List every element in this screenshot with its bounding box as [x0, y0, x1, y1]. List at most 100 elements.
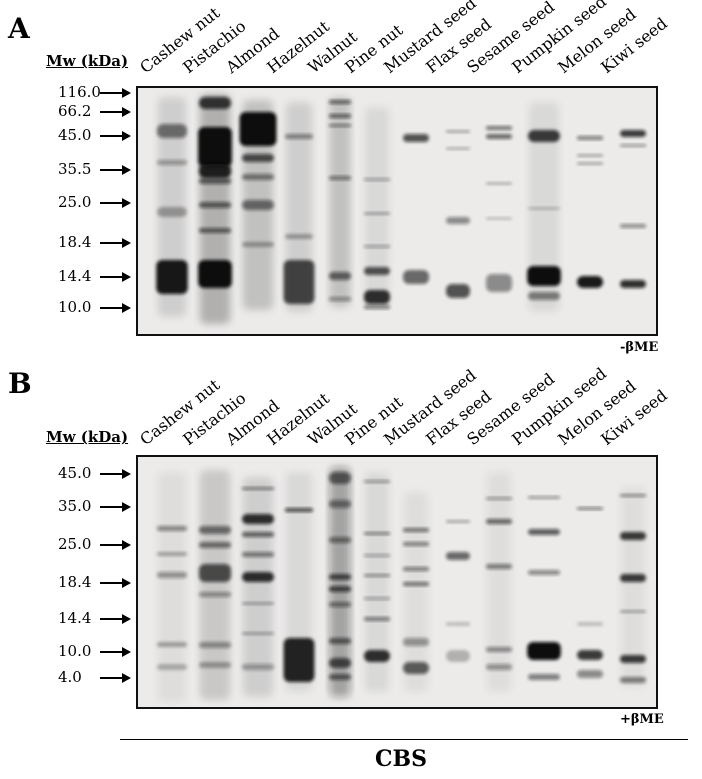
gel-band: [364, 617, 390, 621]
gel-band: [239, 112, 277, 146]
gel-band: [242, 174, 274, 180]
gel-band: [364, 532, 390, 535]
gel-band: [527, 266, 561, 286]
gel-band: [486, 472, 512, 692]
gel-band: [486, 519, 512, 524]
gel-band: [364, 554, 390, 557]
gel-band: [157, 526, 187, 531]
marker-label: 10.0: [58, 642, 92, 660]
gel-band: [446, 622, 470, 626]
gel-band: [242, 514, 274, 524]
gel-band: [329, 586, 351, 592]
gel-band: [364, 245, 390, 248]
gel-band: [364, 212, 390, 215]
gel-band: [620, 130, 646, 137]
marker-arrow-icon: [100, 614, 131, 624]
gel-band: [364, 305, 390, 309]
gel-band: [486, 497, 512, 500]
gel-band: [577, 622, 603, 626]
gel-band: [157, 160, 187, 165]
marker-label: 18.4: [58, 573, 92, 591]
marker-label: 4.0: [58, 668, 82, 686]
marker-label: 18.4: [58, 233, 92, 251]
marker-arrow-icon: [100, 673, 131, 683]
gel-band: [577, 136, 603, 140]
gel-band: [364, 290, 390, 304]
gel-band: [446, 217, 470, 224]
gel-band: [528, 570, 560, 575]
gel-band: [364, 650, 390, 662]
gel-band: [403, 270, 429, 284]
marker-arrow-icon: [100, 165, 131, 175]
panel-a-gel: [136, 86, 658, 336]
gel-band: [364, 574, 390, 577]
gel-band: [199, 164, 231, 178]
gel-band: [486, 647, 512, 652]
gel-band: [528, 130, 560, 142]
gel-band: [528, 529, 560, 535]
gel-band: [242, 552, 274, 557]
gel-band: [620, 532, 646, 540]
marker-arrow-icon: [100, 578, 131, 588]
marker-label: 66.2: [58, 102, 92, 120]
gel-band: [157, 642, 187, 647]
gel-band: [283, 260, 315, 304]
gel-band: [199, 202, 231, 208]
gel-band: [364, 472, 390, 692]
gel-band: [199, 526, 231, 534]
gel-band: [329, 272, 351, 280]
marker-arrow-icon: [100, 88, 131, 98]
gel-band: [157, 124, 187, 138]
gel-band: [242, 632, 274, 635]
marker-label: 116.0: [58, 83, 101, 101]
gel-band: [620, 677, 646, 683]
gel-band: [620, 144, 646, 147]
gel-band: [157, 664, 187, 670]
gel-band: [403, 567, 429, 571]
gel-band: [486, 217, 512, 220]
gel-band: [285, 134, 313, 139]
gel-band: [199, 564, 231, 582]
gel-band: [156, 260, 188, 294]
marker-arrow-icon: [100, 107, 131, 117]
gel-band: [329, 638, 351, 644]
marker-label: 45.0: [58, 126, 92, 144]
panel-a-mw-header: Mw (kDa): [46, 52, 129, 70]
gel-band: [528, 674, 560, 680]
gel-band: [486, 274, 512, 292]
gel-band: [242, 154, 274, 162]
gel-band: [446, 552, 470, 560]
gel-band: [242, 242, 274, 247]
gel-band: [486, 134, 512, 139]
gel-band: [364, 107, 390, 307]
gel-band: [620, 574, 646, 582]
marker-label: 45.0: [58, 464, 92, 482]
gel-band: [329, 674, 351, 680]
gel-band: [329, 100, 351, 104]
gel-band: [528, 207, 560, 210]
gel-band: [242, 572, 274, 582]
gel-band: [285, 472, 313, 692]
gel-band: [242, 487, 274, 490]
marker-arrow-icon: [100, 502, 131, 512]
gel-band: [620, 224, 646, 228]
gel-band: [198, 260, 232, 288]
marker-arrow-icon: [100, 303, 131, 313]
gel-band: [199, 662, 231, 668]
gel-band: [528, 292, 560, 300]
gel-band: [486, 664, 512, 670]
marker-arrow-icon: [100, 647, 131, 657]
gel-band: [329, 537, 351, 543]
marker-arrow-icon: [100, 540, 131, 550]
gel-band: [329, 574, 351, 580]
panel-a-letter: A: [8, 12, 30, 45]
panel-b-condition-label: +βME: [620, 712, 664, 727]
gel-band: [242, 602, 274, 605]
marker-label: 14.4: [58, 267, 92, 285]
marker-label: 14.4: [58, 609, 92, 627]
panel-b-gel: [136, 455, 658, 709]
gel-band: [364, 597, 390, 600]
gel-band: [446, 147, 470, 150]
gel-band: [157, 572, 187, 578]
gel-band: [403, 638, 429, 646]
